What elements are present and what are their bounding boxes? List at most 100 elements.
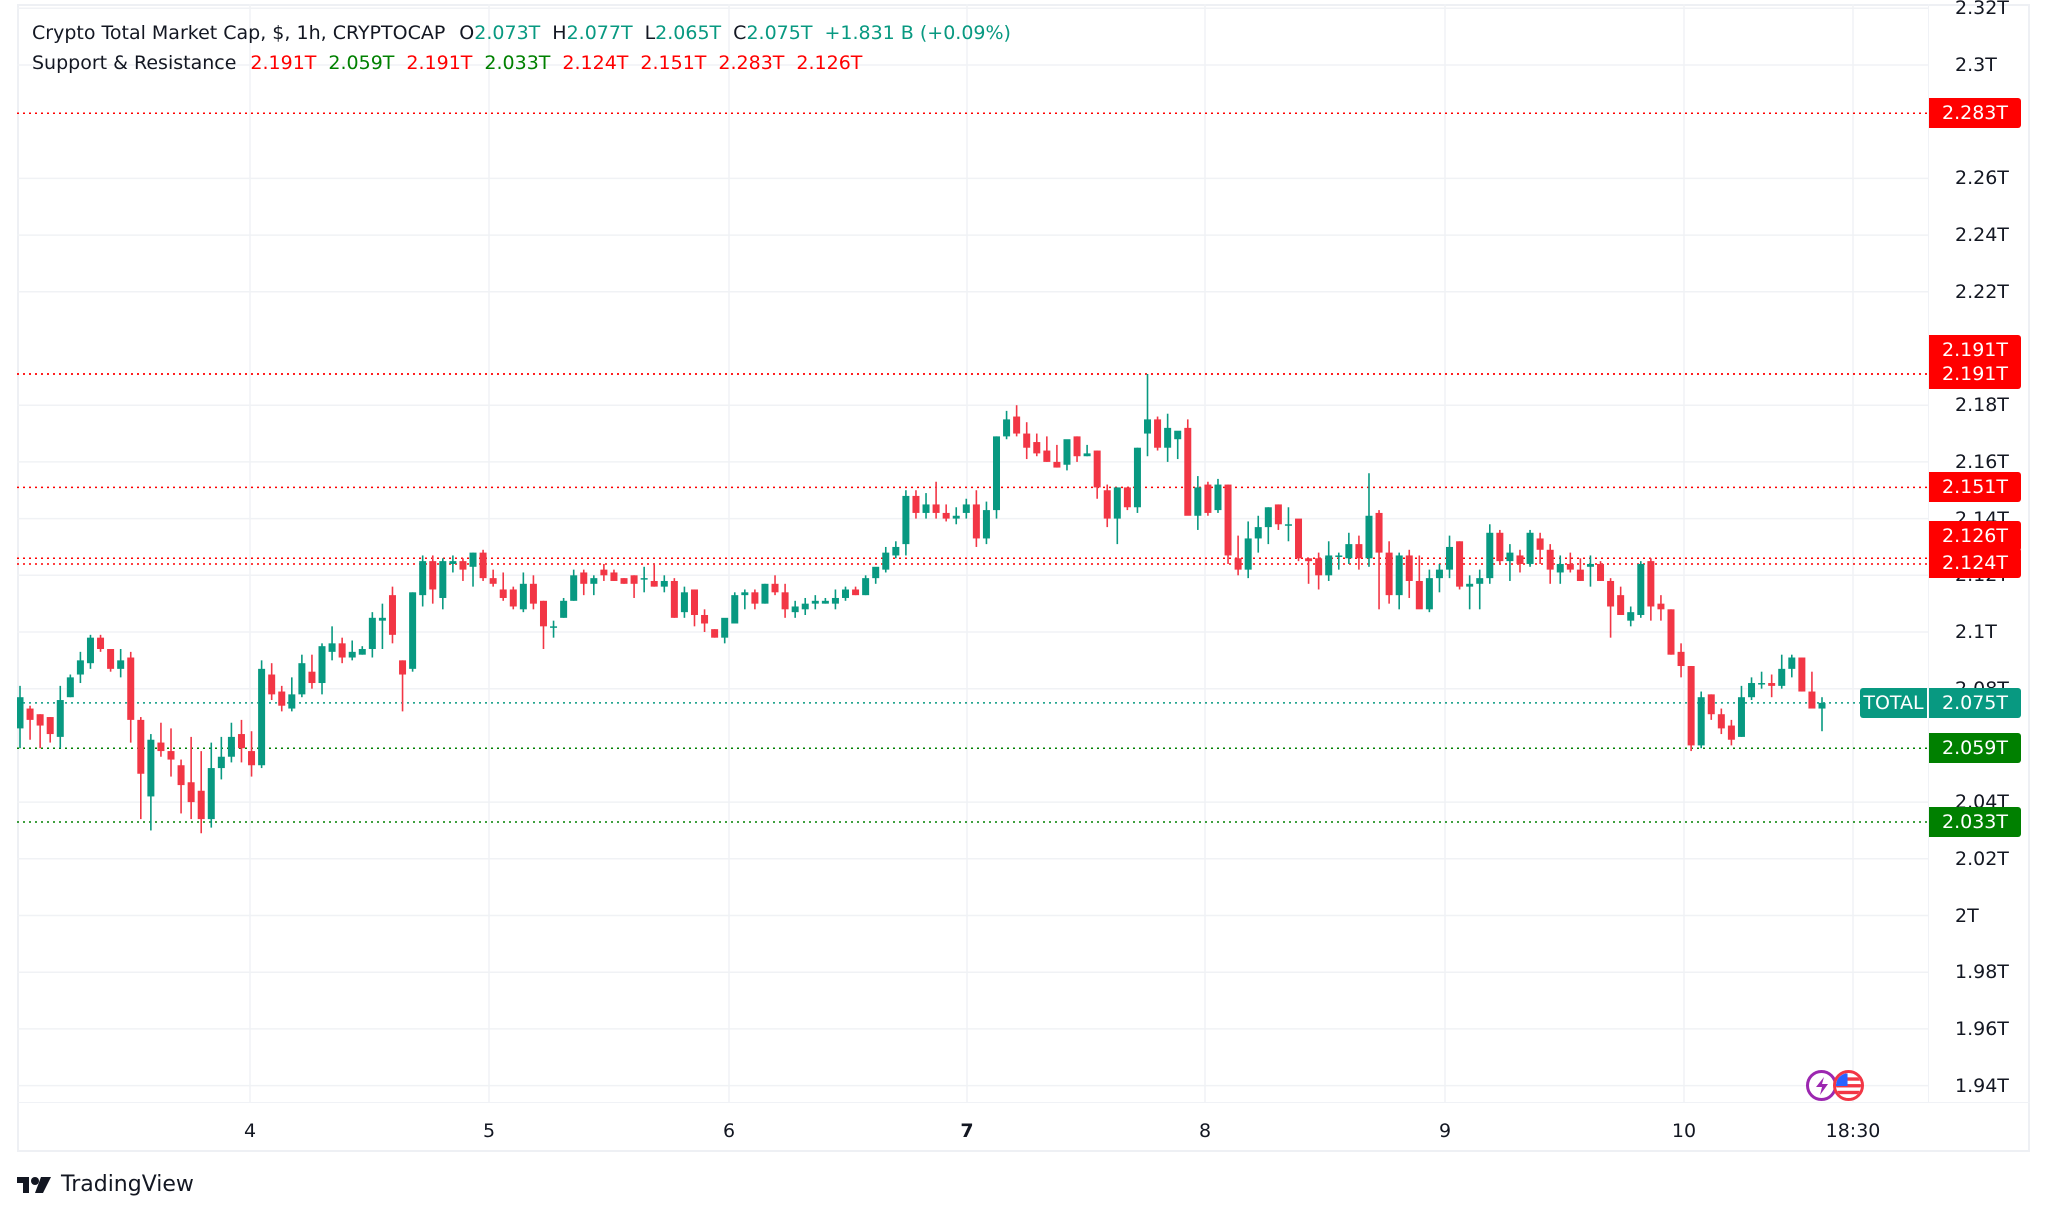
candle[interactable] (76, 651, 84, 684)
candle[interactable] (1365, 473, 1373, 567)
candle[interactable] (570, 569, 578, 601)
candle[interactable] (17, 685, 24, 749)
candle[interactable] (1697, 691, 1705, 749)
candle[interactable] (318, 643, 326, 695)
candle[interactable] (932, 481, 940, 519)
candle[interactable] (741, 589, 749, 610)
candle[interactable] (1446, 535, 1454, 579)
candle[interactable] (298, 654, 306, 698)
indicator-title[interactable]: Support & Resistance (32, 52, 237, 74)
chart-pane[interactable] (17, 4, 1928, 1102)
candle[interactable] (1486, 524, 1494, 584)
candle[interactable] (640, 566, 648, 593)
candle[interactable] (97, 634, 105, 652)
candle[interactable] (1395, 552, 1403, 610)
candle[interactable] (1768, 674, 1776, 698)
candle[interactable] (56, 685, 64, 749)
candle[interactable] (1053, 444, 1061, 468)
candle[interactable] (841, 586, 849, 601)
candle[interactable] (197, 751, 205, 834)
candle[interactable] (539, 600, 547, 650)
candle[interactable] (278, 685, 286, 712)
candle[interactable] (217, 736, 225, 780)
candle[interactable] (1576, 558, 1584, 581)
candle[interactable] (982, 501, 990, 545)
candle[interactable] (1234, 535, 1242, 576)
candle[interactable] (1788, 654, 1796, 678)
candle[interactable] (1798, 657, 1806, 692)
candle[interactable] (107, 649, 115, 672)
candle[interactable] (1657, 595, 1665, 621)
candle[interactable] (590, 575, 598, 596)
candle[interactable] (630, 575, 638, 598)
candle[interactable] (237, 719, 245, 763)
candle[interactable] (117, 649, 125, 678)
candle[interactable] (1717, 708, 1725, 735)
candle[interactable] (1023, 422, 1031, 460)
candle[interactable] (690, 589, 698, 627)
candle[interactable] (1667, 609, 1675, 655)
candle[interactable] (1617, 586, 1625, 615)
candle[interactable] (1546, 544, 1554, 584)
candle[interactable] (409, 592, 417, 672)
candle[interactable] (821, 597, 829, 604)
candle[interactable] (1476, 569, 1484, 610)
candle[interactable] (1405, 549, 1413, 598)
candle[interactable] (952, 507, 960, 525)
candle[interactable] (1315, 552, 1323, 590)
candle[interactable] (46, 717, 54, 743)
candle[interactable] (731, 592, 739, 624)
candle[interactable] (1526, 529, 1534, 567)
candle[interactable] (1727, 719, 1735, 746)
candle[interactable] (1073, 436, 1081, 462)
us-flag-event-icon[interactable] (1833, 1070, 1864, 1101)
candle[interactable] (1194, 476, 1202, 530)
candle[interactable] (86, 634, 94, 669)
candle[interactable] (1677, 643, 1685, 678)
tradingview-branding[interactable]: TradingView (17, 1172, 194, 1197)
candle[interactable] (1385, 541, 1393, 604)
candle[interactable] (157, 722, 165, 757)
candle[interactable] (1244, 521, 1252, 579)
candle[interactable] (771, 575, 779, 596)
candle[interactable] (1566, 552, 1574, 573)
candle[interactable] (288, 677, 296, 712)
candle[interactable] (1184, 419, 1192, 516)
candle[interactable] (962, 498, 970, 519)
indicator-legend-row[interactable]: Support & Resistance 2.191T 2.059T 2.191T 2… (32, 48, 1011, 78)
candle[interactable] (36, 714, 44, 749)
candle[interactable] (852, 586, 860, 596)
candle[interactable] (922, 493, 930, 519)
candle[interactable] (419, 555, 427, 607)
candle[interactable] (1335, 552, 1343, 570)
candle[interactable] (801, 597, 809, 615)
candle[interactable] (1264, 507, 1272, 545)
candle[interactable] (1003, 410, 1011, 440)
candle[interactable] (26, 705, 34, 740)
candle[interactable] (791, 600, 799, 618)
candle[interactable] (1254, 515, 1262, 553)
candle[interactable] (1214, 478, 1222, 513)
candle[interactable] (560, 597, 568, 618)
candle[interactable] (680, 586, 688, 618)
candle[interactable] (580, 569, 588, 596)
candle[interactable] (620, 578, 628, 584)
candle[interactable] (610, 569, 618, 581)
candle[interactable] (942, 504, 950, 522)
candle[interactable] (1224, 484, 1232, 564)
candle[interactable] (459, 558, 467, 581)
candle[interactable] (1425, 569, 1433, 613)
candle[interactable] (388, 586, 396, 644)
candle[interactable] (1103, 484, 1111, 528)
candle[interactable] (711, 629, 719, 638)
candle[interactable] (1204, 481, 1212, 516)
candle[interactable] (177, 759, 185, 814)
candle[interactable] (1506, 544, 1514, 581)
candle[interactable] (348, 640, 356, 661)
candle[interactable] (600, 563, 608, 581)
candle[interactable] (1345, 532, 1353, 564)
candle[interactable] (1174, 430, 1182, 460)
candle[interactable] (721, 617, 729, 644)
candle[interactable] (972, 490, 980, 547)
candle[interactable] (1113, 487, 1121, 545)
